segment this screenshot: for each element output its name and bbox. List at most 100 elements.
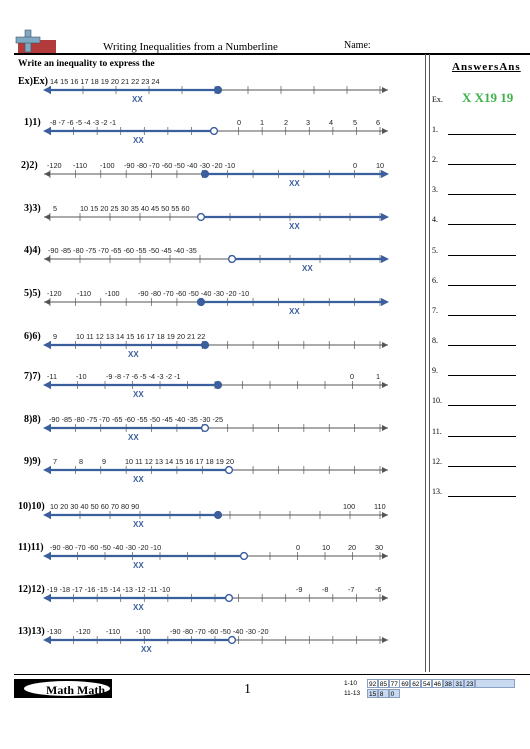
ray-arrow-icon: [43, 511, 51, 519]
answer-label: 8.: [432, 336, 438, 345]
right-arrow-icon: [382, 87, 388, 93]
tick-label: -90 -80 -70 -60 -50 -40 -30 -20 -10: [124, 161, 236, 170]
answer-placeholder: XX: [289, 179, 300, 188]
answer-column-divider-inner: [429, 54, 430, 672]
tick-label: -9: [296, 585, 303, 594]
answer-placeholder: XX: [302, 264, 313, 273]
right-arrow-icon: [382, 595, 388, 601]
answer-placeholder: XX: [133, 603, 144, 612]
tick-label: -10: [76, 372, 87, 381]
number-line: [43, 593, 388, 603]
answer-blank[interactable]: [448, 134, 516, 135]
answer-key-cell: 62: [410, 679, 422, 688]
ray-arrow-icon: [381, 298, 389, 306]
footer-rule: [14, 674, 530, 675]
answer-blank[interactable]: [448, 194, 516, 195]
answer-label: 12.: [432, 457, 442, 466]
answer-blank[interactable]: [448, 436, 516, 437]
answer-label: 10.: [432, 396, 442, 405]
tick-label: -90 -80 -70 -60 -50 -40 -30 -20: [170, 627, 269, 636]
tick-label: 2: [284, 118, 289, 127]
answer-key-cell: 31: [453, 679, 465, 688]
tick-label: 10: [322, 543, 331, 552]
answer-key-cell: 15: [367, 689, 378, 698]
answer-blank[interactable]: [448, 375, 516, 376]
number-line: [43, 380, 388, 390]
answer-blank[interactable]: [448, 285, 516, 286]
tick-label: -130: [47, 627, 62, 636]
ray-arrow-icon: [43, 466, 51, 474]
tick-label: 10: [376, 161, 385, 170]
answer-label: 13.: [432, 487, 442, 496]
name-label: Name:: [344, 40, 371, 51]
problem-number: 7)7): [24, 371, 41, 382]
tick-label: -120: [47, 289, 62, 298]
tick-label: 110: [374, 502, 386, 511]
problem-number: 11)11): [18, 542, 44, 553]
tick-label: -100: [105, 289, 120, 298]
number-line: [44, 212, 389, 222]
instructions: Write an inequality to express the: [18, 59, 155, 69]
problem-number: 13)13): [18, 626, 45, 637]
tick-label: 10 11 12 13 14 15 16 17 18 19 20: [125, 457, 235, 466]
answer-placeholder: XX: [133, 390, 144, 399]
tick-label: 0: [350, 372, 355, 381]
tick-label: 4: [329, 118, 334, 127]
answer-label: 9.: [432, 366, 438, 375]
answer-blank[interactable]: [448, 315, 516, 316]
answer-key-cell: 8: [377, 689, 389, 698]
right-arrow-icon: [382, 128, 388, 134]
closed-circle-endpoint: [200, 340, 210, 350]
problem-number: Ex)Ex): [18, 76, 48, 87]
ray-arrow-icon: [43, 86, 51, 94]
answer-blank[interactable]: [448, 164, 516, 165]
tick-label: 10 15 20 25 30 35 40 45 50 55 60: [80, 204, 190, 213]
number-line: [43, 340, 388, 350]
tick-label: -9 -8 -7 -6 -5 -4 -3 -2 -1: [106, 372, 181, 381]
answer-placeholder: XX: [133, 561, 144, 570]
ray-arrow-icon: [43, 636, 51, 644]
right-arrow-icon: [382, 382, 388, 388]
answer-key-cell: 77: [388, 679, 400, 688]
left-arrow-icon: [44, 171, 50, 177]
answer-blank[interactable]: [448, 255, 516, 256]
tick-label: -90 -80 -70 -60 -50 -40 -30 -20 -10: [138, 289, 250, 298]
tick-label: -7: [348, 585, 355, 594]
footer-logo: [14, 679, 112, 698]
answer-key-row1-label: 1-10: [344, 680, 358, 687]
page-number: 1: [244, 682, 251, 697]
answer-placeholder: XX: [133, 136, 144, 145]
tick-label: 10 11 12 13 14 15 16 17 18 19 20 21 22: [76, 332, 206, 341]
answer-ex-label: Ex.: [432, 95, 443, 104]
answer-column-divider: [425, 54, 426, 672]
open-circle-endpoint: [227, 254, 237, 264]
answer-blank[interactable]: [448, 345, 516, 346]
open-circle-endpoint: [200, 423, 210, 433]
tick-label: 100: [343, 502, 356, 511]
answer-blank[interactable]: [448, 496, 516, 497]
tick-label: -8 -7 -6 -5 -4 -3 -2 -1: [50, 118, 117, 127]
number-line: [43, 510, 388, 520]
tick-label: 14 15 16 17 18 19 20 21 22 23 24: [50, 77, 160, 86]
answer-key-row2-label: 11-13: [344, 690, 361, 697]
tick-label: 20: [348, 543, 357, 552]
open-circle-endpoint: [196, 212, 206, 222]
tick-label: -90 -85 -80 -75 -70 -65 -60 -55 -50 -45 …: [48, 246, 197, 255]
open-circle-endpoint: [209, 126, 219, 136]
tick-label: 1: [260, 118, 265, 127]
answer-label: 11.: [432, 427, 442, 436]
worksheet-title: Writing Inequalities from a Numberline: [103, 41, 278, 53]
right-arrow-icon: [382, 553, 388, 559]
answer-blank[interactable]: [448, 224, 516, 225]
open-circle-endpoint: [224, 465, 234, 475]
answer-key-cell: 92: [367, 679, 378, 688]
left-arrow-icon: [44, 256, 50, 262]
tick-label: -90 -80 -70 -60 -50 -40 -30 -20 -10: [50, 543, 162, 552]
answer-blank[interactable]: [448, 405, 516, 406]
tick-label: -8: [322, 585, 329, 594]
number-line: [43, 465, 388, 475]
right-arrow-icon: [382, 425, 388, 431]
answer-blank[interactable]: [448, 466, 516, 467]
tick-label: 8: [79, 457, 84, 466]
tick-label: 9: [53, 332, 58, 341]
